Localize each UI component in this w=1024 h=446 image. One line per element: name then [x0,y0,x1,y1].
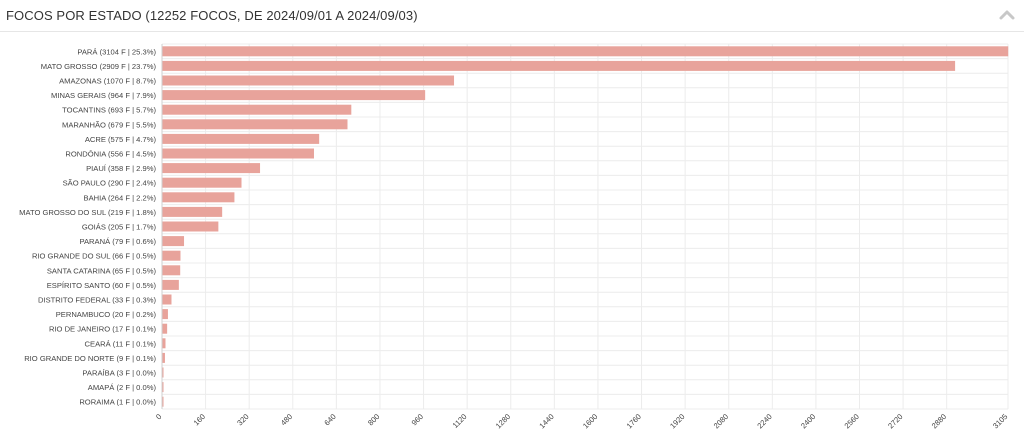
x-tick-label: 320 [235,412,250,427]
category-label: RONDÔNIA (556 F | 4.5%) [65,150,156,159]
category-label: CEARÁ (11 F | 0.1%) [85,339,157,348]
category-label: GOIÁS (205 F | 1.7%) [82,223,157,232]
bar [162,250,181,261]
x-tick-label: 2880 [930,412,948,430]
bar [162,104,352,115]
bar [162,221,219,232]
x-tick-label: 2240 [755,412,773,430]
panel-title: FOCOS POR ESTADO (12252 FOCOS, DE 2024/0… [6,8,418,23]
bar [162,206,223,217]
bar [162,309,168,320]
x-tick-label: 800 [366,412,381,427]
panel-header: FOCOS POR ESTADO (12252 FOCOS, DE 2024/0… [0,0,1024,32]
category-label: MATO GROSSO (2909 F | 23.7%) [41,62,157,71]
x-tick-label: 2080 [712,412,730,430]
bar [162,46,1009,57]
category-label: PARAÍBA (3 F | 0.0%) [82,369,156,378]
bar [162,90,426,101]
bar [162,338,166,349]
category-label: SÃO PAULO (290 F | 2.4%) [63,179,157,188]
x-tick-label: 1920 [668,412,686,430]
category-label: RIO DE JANEIRO (17 F | 0.1%) [49,325,157,334]
x-tick-label: 1280 [494,412,512,430]
bar [162,279,179,290]
bar [162,148,314,159]
category-label: PARANÁ (79 F | 0.6%) [79,237,156,246]
x-tick-label: 3105 [991,412,1009,430]
x-tick-label: 1440 [537,412,555,430]
bar [162,177,242,188]
bar [162,382,164,393]
bar [162,119,348,130]
category-label: MARANHÃO (679 F | 5.5%) [62,120,156,129]
x-tick-label: 2720 [886,412,904,430]
category-label: PIAUÍ (358 F | 2.9%) [86,164,156,173]
bar [162,396,164,407]
bar [162,163,261,174]
category-label: RORAIMA (1 F | 0.0%) [79,398,156,407]
category-label: ESPÍRITO SANTO (60 F | 0.5%) [47,281,157,290]
x-tick-label: 1120 [451,412,469,430]
category-label: RIO GRANDE DO NORTE (9 F | 0.1%) [24,354,156,363]
bar [162,265,181,276]
bar [162,133,320,144]
bar [162,192,235,203]
category-label: AMAZONAS (1070 F | 8.7%) [59,77,156,86]
x-tick-label: 2400 [799,412,817,430]
x-tick-label: 0 [154,412,163,421]
x-tick-label: 480 [279,412,294,427]
category-label: BAHIA (264 F | 2.2%) [84,193,157,202]
category-label: RIO GRANDE DO SUL (66 F | 0.5%) [32,252,157,261]
category-label: SANTA CATARINA (65 F | 0.5%) [47,266,157,275]
category-label: PERNAMBUCO (20 F | 0.2%) [56,310,157,319]
category-label: PARÁ (3104 F | 25.3%) [77,47,156,56]
bar [162,323,168,334]
x-tick-label: 640 [322,412,337,427]
x-tick-label: 960 [410,412,425,427]
x-tick-label: 1760 [625,412,643,430]
bar [162,236,185,247]
bar [162,60,956,71]
x-tick-label: 2560 [843,412,861,430]
bar [162,75,455,86]
x-tick-label: 160 [192,412,207,427]
bar [162,294,172,305]
category-label: ACRE (575 F | 4.7%) [85,135,157,144]
category-label: TOCANTINS (693 F | 5.7%) [62,106,156,115]
category-label: DISTRITO FEDERAL (33 F | 0.3%) [38,296,156,305]
x-tick-label: 1600 [581,412,599,430]
chevron-up-icon[interactable] [998,6,1016,24]
category-label: AMAPÁ (2 F | 0.0%) [88,383,157,392]
bar [162,367,164,378]
category-label: MATO GROSSO DO SUL (219 F | 1.8%) [19,208,156,217]
category-label: MINAS GERAIS (964 F | 7.9%) [51,91,156,100]
bar [162,352,165,363]
